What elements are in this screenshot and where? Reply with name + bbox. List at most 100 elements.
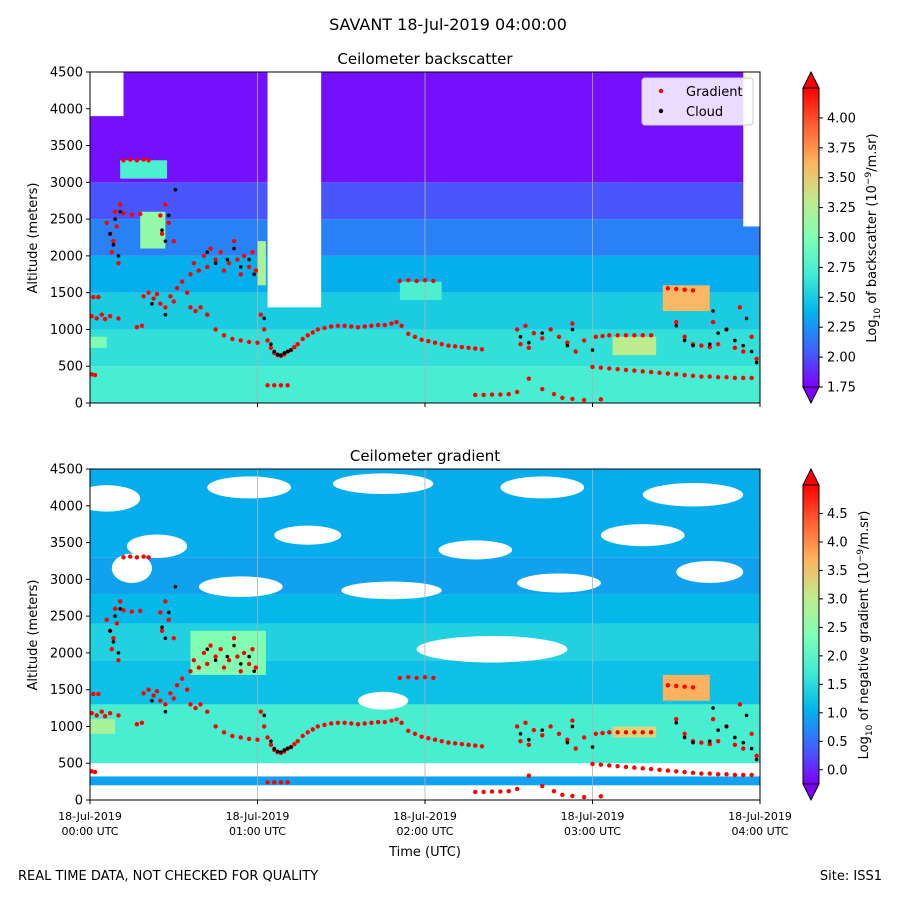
gradient-point bbox=[682, 287, 687, 292]
colorbar-tick-label: 1.75 bbox=[827, 381, 856, 396]
cloud-point bbox=[733, 735, 737, 740]
gradient-point bbox=[168, 294, 173, 299]
gradient-point bbox=[690, 288, 696, 293]
gradient-point bbox=[94, 713, 99, 718]
cloud-point bbox=[570, 327, 575, 332]
colorbar-tick-label: 2.5 bbox=[827, 621, 848, 636]
gradient-point bbox=[112, 606, 118, 611]
gradient-point bbox=[335, 720, 341, 725]
gradient-point bbox=[690, 685, 696, 690]
backscatter-missing-0 bbox=[267, 72, 322, 308]
gradient-point bbox=[598, 794, 604, 799]
gradient-point bbox=[159, 231, 165, 237]
gradient-point bbox=[682, 769, 687, 775]
cloud-point bbox=[724, 724, 729, 729]
gradient-point bbox=[96, 691, 101, 697]
gradient-point bbox=[540, 336, 545, 341]
gradient-point bbox=[116, 658, 121, 663]
gradient-point bbox=[305, 333, 310, 338]
x-tick-time: 00:00 UTC bbox=[61, 825, 118, 838]
gradient-point bbox=[258, 312, 264, 317]
gradient-point bbox=[90, 314, 94, 319]
gradient-gap-13 bbox=[416, 635, 568, 663]
legend-box bbox=[641, 77, 754, 126]
gradient-point bbox=[134, 158, 140, 163]
gradient-point bbox=[158, 213, 163, 218]
gradient-point bbox=[151, 296, 156, 301]
gradient-point bbox=[548, 724, 553, 729]
cloud-point bbox=[711, 706, 715, 710]
gradient-heatmap bbox=[90, 469, 760, 786]
backscatter-colorbar-max-arrow bbox=[802, 70, 820, 89]
gradient-point bbox=[102, 316, 108, 322]
gradient-point bbox=[322, 325, 327, 331]
gradient-point bbox=[129, 212, 135, 217]
gradient-point bbox=[419, 337, 424, 342]
backscatter-missing-1 bbox=[90, 72, 124, 117]
gradient-point bbox=[648, 766, 654, 772]
gradient-point bbox=[593, 334, 599, 339]
gradient-y-ticks: 0 500 1000 1500 2000 2500 3000 3500 4000 4500 bbox=[50, 463, 90, 809]
gradient-point bbox=[426, 339, 431, 344]
cloud-point bbox=[150, 698, 154, 703]
gradient-gap-15 bbox=[111, 553, 152, 584]
gradient-point bbox=[526, 345, 532, 351]
x-tick-date: 18-Jul-2019 bbox=[728, 810, 792, 823]
gradient-point bbox=[91, 294, 96, 300]
gradient-point bbox=[262, 327, 267, 332]
gradient-point bbox=[565, 737, 570, 742]
gradient-point bbox=[250, 647, 255, 652]
gradient-point bbox=[382, 322, 387, 328]
gradient-point bbox=[479, 347, 485, 352]
gradient-point bbox=[134, 722, 140, 727]
gradient-point bbox=[590, 761, 595, 767]
gradient-point bbox=[570, 396, 575, 402]
gradient-point bbox=[184, 687, 190, 692]
gradient-point bbox=[193, 308, 198, 314]
backscatter-patch-3 bbox=[612, 336, 657, 356]
cloud-point bbox=[527, 340, 531, 345]
gradient-point bbox=[128, 554, 133, 559]
gradient-point bbox=[218, 250, 223, 255]
gradient-point bbox=[121, 211, 126, 216]
gradient-point bbox=[272, 780, 277, 785]
cloud-point bbox=[238, 265, 243, 269]
gradient-point bbox=[749, 334, 754, 339]
gradient-point bbox=[426, 736, 431, 741]
gradient-point bbox=[640, 369, 645, 374]
gradient-point bbox=[615, 333, 620, 338]
cloud-point bbox=[116, 254, 121, 258]
gradient-point bbox=[94, 316, 99, 321]
x-tick-date: 18-Jul-2019 bbox=[393, 810, 457, 823]
cloud-point bbox=[247, 257, 251, 262]
gradient-point bbox=[640, 766, 645, 771]
gradient-point bbox=[158, 301, 163, 306]
gradient-point bbox=[107, 711, 113, 716]
cloud-point bbox=[252, 272, 256, 277]
gradient-point bbox=[531, 727, 537, 733]
colorbar-tick-label: 2.00 bbox=[827, 351, 856, 366]
gradient-point bbox=[632, 368, 637, 373]
gradient-point bbox=[255, 340, 260, 345]
backscatter-colorbar-bar bbox=[802, 87, 820, 388]
gradient-point bbox=[107, 314, 113, 319]
x-tick-time: 04:00 UTC bbox=[731, 825, 788, 838]
backscatter-patch-1 bbox=[399, 281, 442, 301]
gradient-point bbox=[419, 734, 424, 739]
gradient-point bbox=[213, 724, 218, 729]
gradient-point bbox=[253, 665, 259, 670]
gradient-point bbox=[300, 733, 305, 739]
gradient-point bbox=[615, 763, 620, 769]
y-tick-label: 1000 bbox=[50, 323, 83, 338]
gradient-point bbox=[514, 327, 520, 332]
gradient-point bbox=[362, 324, 367, 329]
gradient-point bbox=[397, 675, 403, 681]
gradient-point bbox=[96, 294, 101, 300]
cloud-point bbox=[590, 745, 595, 749]
cloud-point bbox=[724, 327, 729, 332]
gradient-point bbox=[139, 323, 145, 328]
gradient-point bbox=[523, 720, 528, 725]
cloud-point bbox=[674, 323, 679, 328]
cloud-point bbox=[173, 584, 178, 589]
cb2-label-post: /m.sr) bbox=[857, 511, 872, 549]
